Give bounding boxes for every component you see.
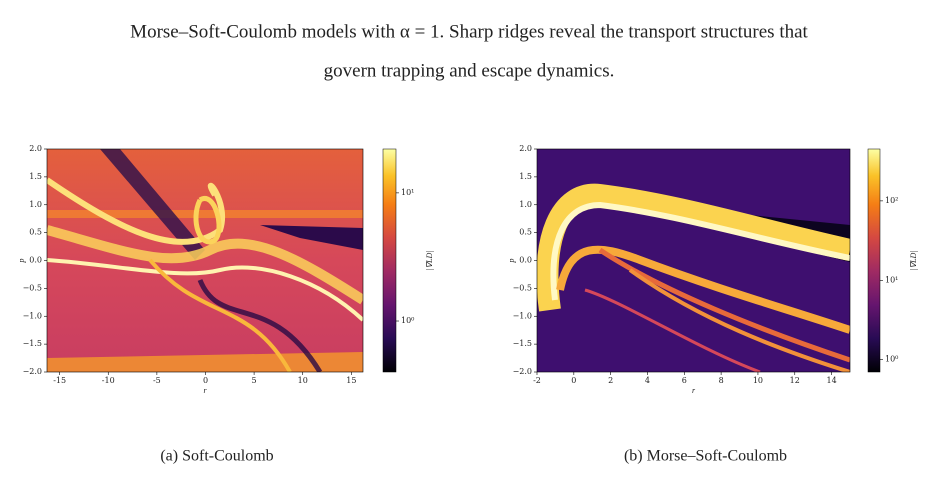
x-tick-label: 10 xyxy=(298,376,308,385)
x-tick-label: 4 xyxy=(645,376,650,385)
x-axis-label: r xyxy=(203,386,207,395)
x-tick-label: 0 xyxy=(203,376,208,385)
y-tick-label: 0.5 xyxy=(29,228,42,237)
heatmap-image xyxy=(47,149,363,372)
x-tick-label: -5 xyxy=(153,376,161,385)
colorbar xyxy=(382,148,397,373)
y-axis-label: p xyxy=(507,259,516,264)
y-tick-label: −1.0 xyxy=(23,311,42,320)
y-tick-label: −1.5 xyxy=(513,339,532,348)
y-tick-label: −0.5 xyxy=(23,283,42,292)
y-tick-label: −1.0 xyxy=(513,311,532,320)
colorbar-tick-label: 10⁰ xyxy=(401,316,414,325)
x-tick-label: -2 xyxy=(533,376,541,385)
colorbar-tick-label: 10¹ xyxy=(401,188,414,197)
x-tick-label: 6 xyxy=(682,376,687,385)
x-tick-label: 5 xyxy=(252,376,257,385)
colorbar-tick-label: 10¹ xyxy=(885,275,898,284)
y-tick-label: 2.0 xyxy=(519,144,532,153)
y-tick-label: 0.0 xyxy=(29,256,42,265)
y-tick-label: 2.0 xyxy=(29,144,42,153)
colorbar-label: |∇LD| xyxy=(425,251,434,271)
y-tick-label: 0.5 xyxy=(519,228,532,237)
colorbar xyxy=(867,148,881,373)
colorbar-tick-label: 10⁰ xyxy=(885,355,898,364)
x-tick-label: -15 xyxy=(53,376,66,385)
y-tick-label: −2.0 xyxy=(513,367,532,376)
colorbar-tick-label: 10² xyxy=(885,196,898,205)
y-tick-label: 1.0 xyxy=(519,200,532,209)
x-axis-label: r xyxy=(692,386,696,395)
y-tick-label: 1.0 xyxy=(29,200,42,209)
x-tick-label: 2 xyxy=(608,376,613,385)
y-tick-label: 1.5 xyxy=(519,172,532,181)
x-tick-label: 12 xyxy=(790,376,800,385)
heatmap-image xyxy=(537,149,850,372)
y-tick-label: −1.5 xyxy=(23,339,42,348)
y-tick-label: 0.0 xyxy=(519,256,532,265)
caption-line: govern trapping and escape dynamics. xyxy=(324,60,615,81)
x-tick-label: -10 xyxy=(102,376,115,385)
subcaption: (a) Soft-Coulomb xyxy=(160,448,273,465)
y-tick-label: −2.0 xyxy=(23,367,42,376)
x-tick-label: 10 xyxy=(753,376,763,385)
y-tick-label: −0.5 xyxy=(513,283,532,292)
x-tick-label: 14 xyxy=(826,376,836,385)
y-tick-label: 1.5 xyxy=(29,172,42,181)
colorbar-label: |∇LD| xyxy=(909,251,918,271)
y-axis-label: p xyxy=(17,259,26,264)
x-tick-label: 15 xyxy=(346,376,356,385)
x-tick-label: 8 xyxy=(719,376,724,385)
subcaption: (b) Morse–Soft-Coulomb xyxy=(624,448,787,465)
x-tick-label: 0 xyxy=(571,376,576,385)
caption-line: Morse–Soft-Coulomb models with α = 1. Sh… xyxy=(130,21,808,42)
